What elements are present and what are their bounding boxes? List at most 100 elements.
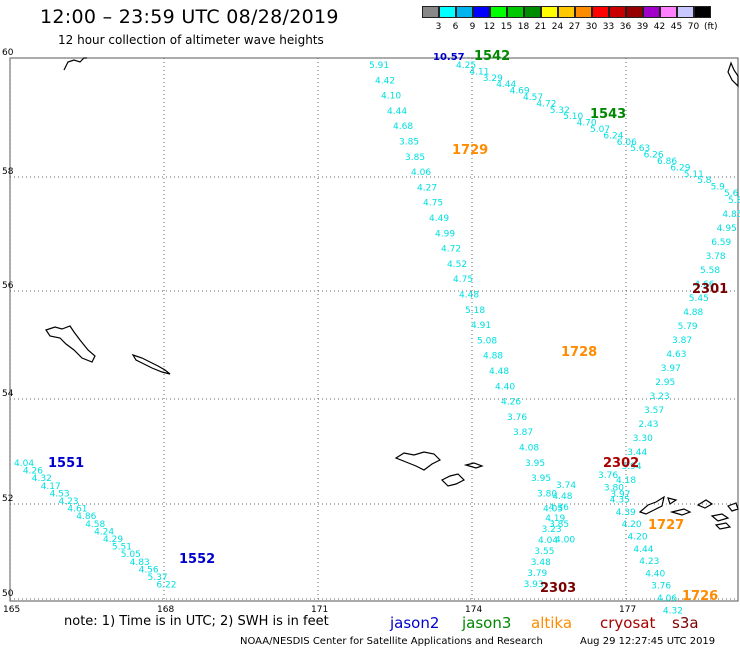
track-value-s3a-north: 4.18 bbox=[616, 476, 636, 486]
coastline bbox=[440, 473, 466, 487]
pass-time-label-jason3: 1542 bbox=[474, 49, 510, 64]
lon-label: 174 bbox=[465, 605, 482, 615]
pass-time-label-cryosat: 2302 bbox=[603, 456, 639, 471]
pass-time-label-altika: 1726 bbox=[682, 589, 718, 604]
track-value-jason2: 4.56 bbox=[139, 565, 159, 575]
scale-label: 42 bbox=[653, 22, 666, 32]
pass-time-label-s3a: 2303 bbox=[540, 581, 576, 596]
track-value-s3a-north: 3.94 bbox=[622, 462, 642, 472]
track-value-jason3: 6.26 bbox=[644, 151, 664, 161]
track-value-jason3: 6.24 bbox=[603, 131, 623, 141]
track-value-jason3: 4.72 bbox=[536, 99, 556, 109]
scale-swatch bbox=[575, 6, 592, 18]
chart-subtitle: 12 hour collection of altimeter wave hei… bbox=[58, 33, 324, 47]
legend-altika: altika bbox=[531, 614, 573, 632]
track-value-altika-west: 4.72 bbox=[441, 245, 461, 255]
track-value-altika-south: 4.36 bbox=[549, 503, 569, 513]
scale-swatch bbox=[626, 6, 643, 18]
track-value-s3a-north: 5.45 bbox=[689, 294, 709, 304]
scale-swatch bbox=[677, 6, 694, 18]
track-value-altika-west: 3.76 bbox=[507, 413, 527, 423]
lat-label: 52 bbox=[2, 494, 13, 504]
track-value-jason3: 5.63 bbox=[630, 144, 650, 154]
scale-label: 3 bbox=[435, 22, 442, 32]
pass-time-label-jason2: 1552 bbox=[179, 552, 215, 567]
track-value-altika-west: 5.91 bbox=[369, 61, 389, 71]
track-value-altika-west: 5.08 bbox=[477, 336, 497, 346]
coastline bbox=[727, 61, 739, 88]
track-value-altika-west: 3.85 bbox=[399, 138, 419, 148]
track-value-altika-west: 3.85 bbox=[549, 520, 569, 530]
track-value-s3a-south: 4.06 bbox=[657, 594, 677, 604]
scale-label: 15 bbox=[500, 22, 513, 32]
coastline bbox=[638, 495, 665, 515]
coastline bbox=[714, 522, 732, 530]
track-value-jason2: 4.32 bbox=[32, 474, 52, 484]
track-value-altika-west: 4.05 bbox=[543, 505, 563, 515]
track-value-jason3: 4.11 bbox=[469, 67, 489, 77]
pass-time-label-jason2: 1551 bbox=[48, 456, 84, 471]
track-value-altika-south: 3.93 bbox=[524, 580, 544, 590]
track-value-altika-west: 4.00 bbox=[555, 535, 575, 545]
lat-label: 58 bbox=[2, 167, 14, 177]
track-value-altika-west: 5.18 bbox=[465, 306, 485, 316]
track-value-s3a-north: 3.23 bbox=[650, 392, 670, 402]
coastline bbox=[63, 57, 87, 71]
track-value-altika-west: 4.88 bbox=[483, 352, 503, 362]
track-value-jason2: 4.86 bbox=[76, 512, 96, 522]
pass-time-label-altika: 1728 bbox=[561, 345, 597, 360]
scale-swatch bbox=[558, 6, 575, 18]
scale-label: 30 bbox=[585, 22, 598, 32]
legend-s3a: s3a bbox=[672, 614, 699, 632]
scale-label: 27 bbox=[568, 22, 581, 32]
scale-label: 21 bbox=[534, 22, 547, 32]
track-value-jason3: 5.07 bbox=[590, 125, 610, 135]
scale-label: 12 bbox=[483, 22, 496, 32]
scale-swatch bbox=[473, 6, 490, 18]
lon-label: 165 bbox=[3, 605, 20, 615]
scale-label: 45 bbox=[670, 22, 683, 32]
scale-swatch bbox=[609, 6, 626, 18]
track-value-jason2: 4.29 bbox=[103, 535, 123, 545]
scale-label: 70 bbox=[687, 22, 700, 32]
track-value-s3a-north: 4.85 bbox=[722, 210, 740, 220]
scale-swatch bbox=[524, 6, 541, 18]
track-value-jason2: 6.22 bbox=[156, 581, 176, 591]
scale-label: 18 bbox=[517, 22, 530, 32]
track-value-jason2: 4.17 bbox=[41, 482, 61, 492]
pass-time-label-jason2: 10.57 bbox=[433, 52, 465, 63]
lon-label: 171 bbox=[311, 605, 328, 615]
track-value-jason3: 4.69 bbox=[510, 87, 530, 97]
track-value-altika-west: 3.95 bbox=[531, 474, 551, 484]
track-value-jason3: 4.57 bbox=[523, 93, 543, 103]
legend-jason3: jason3 bbox=[462, 614, 512, 632]
scale-swatch bbox=[592, 6, 609, 18]
track-value-jason2: 4.26 bbox=[23, 467, 43, 477]
track-value-altika-west: 4.40 bbox=[495, 382, 515, 392]
track-value-s3a-north: 2.95 bbox=[655, 378, 675, 388]
track-value-altika-south: 4.48 bbox=[552, 492, 572, 502]
scale-swatch bbox=[456, 6, 473, 18]
track-value-altika-west: 3.87 bbox=[513, 428, 533, 438]
scale-swatch bbox=[490, 6, 507, 18]
scale-label: 39 bbox=[636, 22, 649, 32]
track-value-jason3: 5.9 bbox=[711, 183, 726, 193]
track-value-s3a-north: 2.43 bbox=[638, 420, 658, 430]
coastline bbox=[669, 508, 692, 516]
lon-label: 168 bbox=[157, 605, 174, 615]
track-value-jason3: 5.11 bbox=[684, 170, 704, 180]
scale-swatch bbox=[422, 6, 439, 18]
track-value-jason2: 4.53 bbox=[50, 489, 70, 499]
footer-credit: NOAA/NESDIS Center for Satellite Applica… bbox=[240, 636, 543, 647]
scale-label: 36 bbox=[619, 22, 632, 32]
track-value-altika-west: 4.08 bbox=[519, 444, 539, 454]
track-value-s3a-north: 5.79 bbox=[678, 322, 698, 332]
track-value-jason3: 5.32 bbox=[550, 106, 570, 116]
track-value-s3a-south: 3.80 bbox=[604, 483, 624, 493]
track-value-altika-west: 4.27 bbox=[417, 183, 437, 193]
lat-label: 60 bbox=[2, 48, 14, 58]
track-value-jason3: 6.29 bbox=[670, 163, 690, 173]
scale-label: 9 bbox=[469, 22, 476, 32]
track-value-altika-west: 4.42 bbox=[375, 76, 395, 86]
